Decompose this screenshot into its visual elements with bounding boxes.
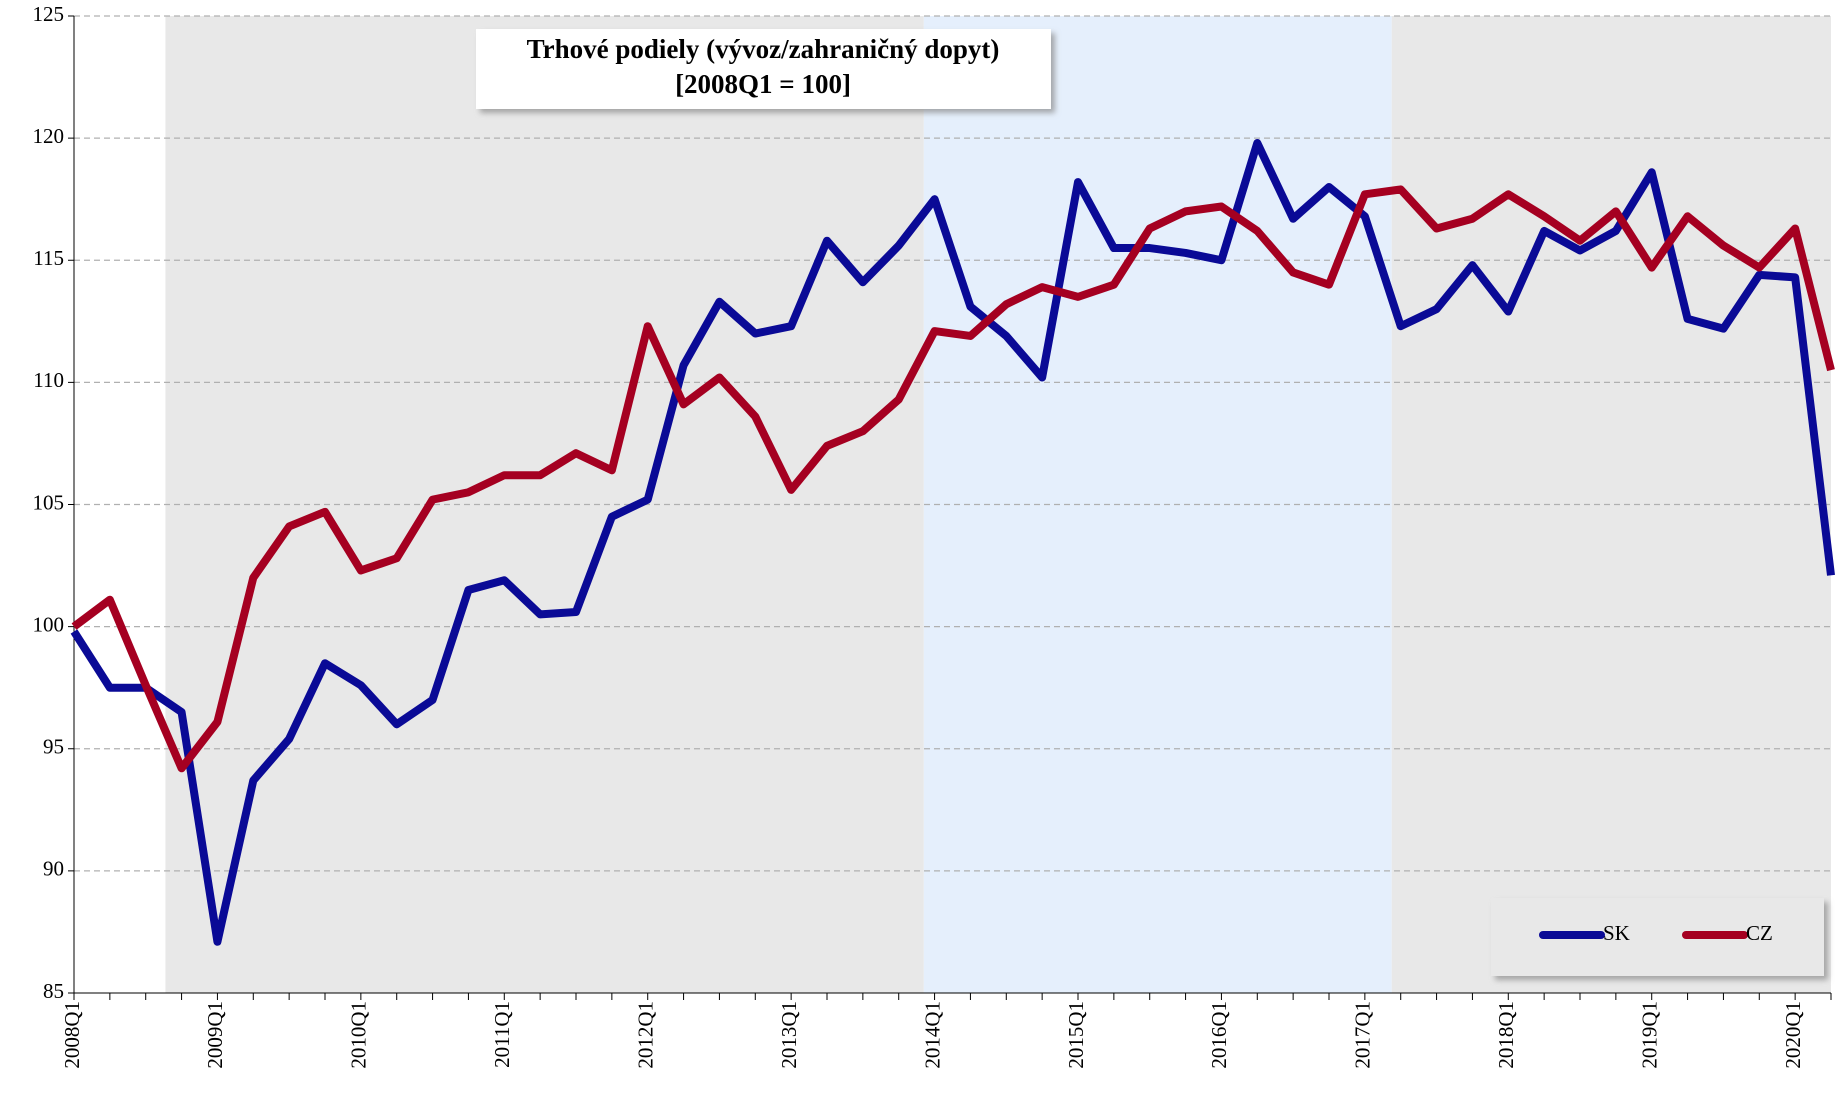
title-box (476, 29, 1051, 109)
y-tick-label: 115 (33, 246, 64, 270)
y-tick-label: 90 (43, 857, 64, 881)
y-tick-label: 85 (43, 979, 64, 1003)
x-tick-label: 2018Q1 (1494, 1001, 1518, 1069)
x-tick-label: 2008Q1 (60, 1001, 84, 1069)
x-tick-label: 2020Q1 (1781, 1001, 1805, 1069)
x-tick-label: 2013Q1 (777, 1001, 801, 1069)
series-line (70, 139, 1835, 946)
y-tick-label: 110 (33, 368, 64, 392)
x-tick-label: 2012Q1 (634, 1001, 658, 1069)
x-tick-label: 2015Q1 (1064, 1001, 1088, 1069)
chart-title: Trhové podiely (vývoz/zahraničný dopyt) (527, 34, 1000, 64)
y-tick-label: 125 (33, 2, 65, 26)
y-tick-label: 105 (33, 490, 65, 514)
x-tick-label: 2011Q1 (490, 1001, 514, 1068)
legend: SK CZ (1539, 921, 1773, 945)
x-tick-label: 2017Q1 (1351, 1001, 1375, 1069)
legend-label: CZ (1746, 921, 1773, 945)
grid: 85 90 95 100 105 110 115 120 125 2008Q1 2009Q1 2010… (33, 2, 1832, 1069)
legend-label: SK (1603, 921, 1630, 945)
plot (70, 139, 1835, 946)
x-tick-label: 2009Q1 (203, 1001, 227, 1069)
x-tick-label: 2019Q1 (1638, 1001, 1662, 1069)
x-tick-label: 2016Q1 (1207, 1001, 1231, 1069)
x-tick-label: 2014Q1 (920, 1001, 944, 1069)
y-tick-label: 95 (43, 735, 64, 759)
y-tick-label: 120 (33, 124, 65, 148)
series-line (71, 185, 1835, 773)
x-tick-label: 2010Q1 (347, 1001, 371, 1069)
y-tick-label: 100 (33, 612, 65, 636)
chart-subtitle: [2008Q1 = 100] (675, 69, 851, 99)
